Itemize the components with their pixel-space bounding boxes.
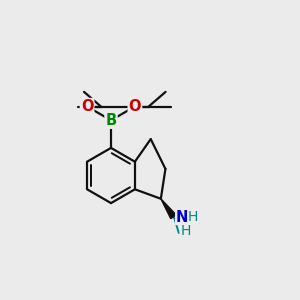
- Text: O: O: [81, 99, 93, 114]
- Text: N: N: [176, 210, 188, 225]
- Text: B: B: [105, 113, 117, 128]
- Text: H: H: [188, 210, 198, 224]
- Text: O: O: [129, 99, 141, 114]
- Text: H: H: [180, 224, 190, 239]
- Polygon shape: [161, 199, 176, 219]
